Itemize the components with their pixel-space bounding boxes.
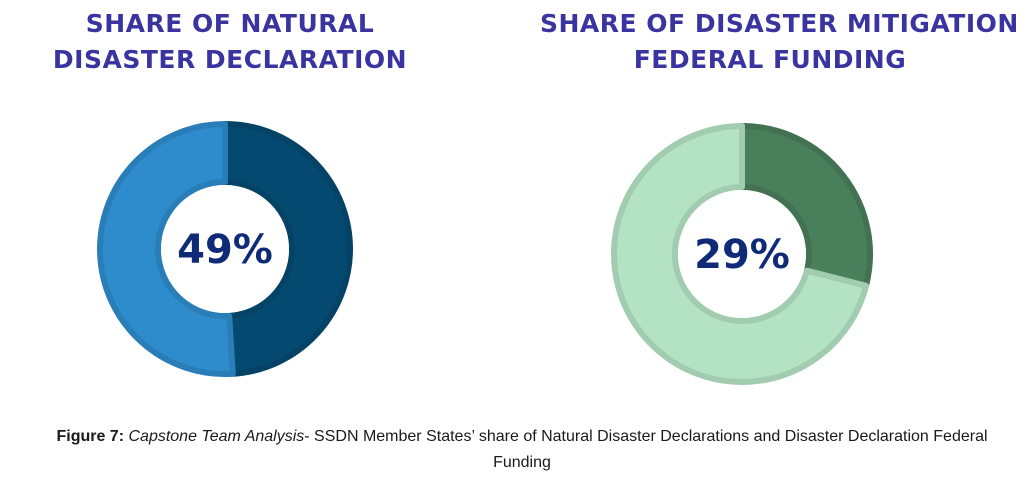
chart-title-line: DISASTER DECLARATION <box>52 45 408 74</box>
donut-center-label: 49% <box>177 227 273 273</box>
chart-title-line: SHARE OF DISASTER MITIGATION <box>540 9 1019 38</box>
figure-caption: Figure 7: Capstone Team Analysis- SSDN M… <box>40 424 1004 476</box>
donut-chart-declaration: 49% <box>96 121 353 377</box>
figure-description: - SSDN Member States’ share of Natural D… <box>304 428 988 471</box>
chart-title-funding: SHARE OF DISASTER MITIGATION FEDERAL FUN… <box>540 6 1018 78</box>
donut-slice-1-0 <box>739 123 873 289</box>
donut-slice-0-1 <box>96 121 236 377</box>
chart-title-declaration: SHARE OF NATURAL DISASTER DECLARATION <box>20 6 440 78</box>
chart-title-line: FEDERAL FUNDING <box>633 45 907 74</box>
donut-hole <box>161 185 289 313</box>
donut-hole <box>678 190 806 318</box>
donut-slice-1-1 <box>611 123 869 385</box>
figure-source: Capstone Team Analysis <box>128 428 305 445</box>
donut-chart-funding: 29% <box>611 123 873 385</box>
donut-slice-0-0 <box>222 121 353 377</box>
figure-label: Figure 7: <box>56 428 125 445</box>
chart-title-line: SHARE OF NATURAL <box>85 9 375 38</box>
donut-center-label: 29% <box>694 232 790 278</box>
